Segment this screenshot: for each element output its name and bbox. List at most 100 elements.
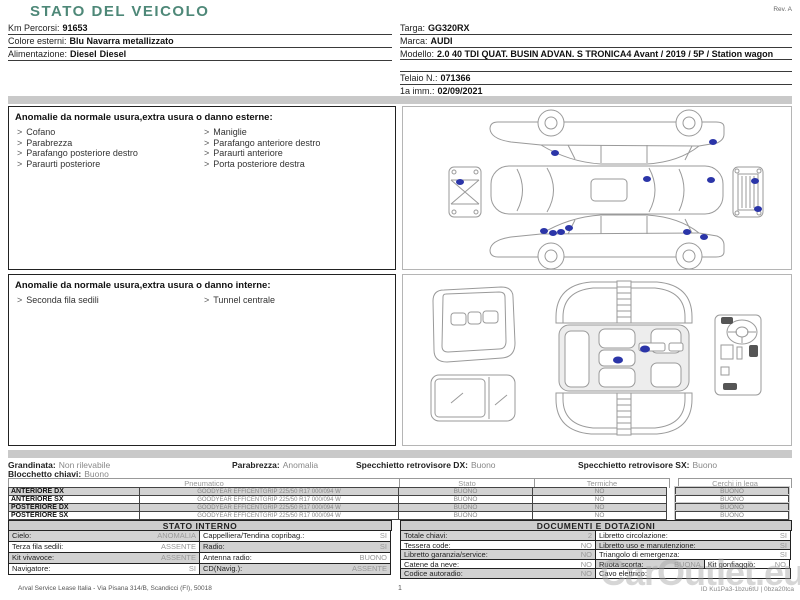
summary-label: Specchietto retrovisore SX: — [578, 460, 690, 470]
anomaly-label: Parafango posteriore destro — [26, 148, 138, 158]
tire-stato: BUONO — [398, 511, 533, 520]
damage-markers-exterior — [456, 139, 762, 240]
row-label: Catene da neve: — [404, 559, 460, 569]
list-marker: > — [17, 148, 23, 158]
footer-company-address: Arval Service Lease Italia - Via Pisana … — [18, 585, 212, 592]
row-label: Cavo elettrico: — [599, 569, 647, 578]
tires-table-header: Pneumatico Stato Termiche Cerchi in lega — [8, 478, 792, 488]
field-colore-esterni: Colore esterni: Blu Navarra metallizzato — [8, 35, 392, 48]
summary-value: Buono — [470, 460, 496, 470]
row-label: Totale chiavi: — [404, 531, 448, 540]
row-label: Radio: — [203, 542, 225, 551]
external-anomalies-title: Anomalie da normale usura,extra usura o … — [15, 112, 273, 123]
damage-marker — [754, 206, 762, 212]
anomaly-label: Cofano — [26, 127, 56, 137]
list-marker: > — [204, 127, 210, 137]
summary-value: Buono — [692, 460, 718, 470]
rear-window-view — [430, 374, 516, 422]
row-value: ASSENTE — [351, 564, 387, 573]
summary-label: Grandinata: — [8, 460, 56, 470]
anomaly-item: > Tunnel centrale — [202, 295, 389, 306]
list-marker: > — [204, 295, 210, 305]
damage-marker — [456, 179, 464, 185]
vehicle-info-left: Km Percorsi: 91653 Colore esterni: Blu Nav… — [8, 22, 392, 61]
column-header-pneumatico: Pneumatico — [8, 478, 400, 488]
field-value: GG320RX — [428, 23, 470, 33]
row-value: ANOMALIA — [157, 531, 196, 540]
row-value: SI — [379, 531, 387, 540]
field-label: Modello: — [400, 49, 435, 59]
damage-marker — [565, 225, 573, 231]
footer-page-number: 1 — [398, 585, 402, 592]
row-label: Kit gonfiaggio: — [707, 559, 756, 569]
row-label: Libretto circolazione: — [599, 531, 668, 540]
anomaly-item: > Parafango anteriore destro — [202, 138, 389, 149]
row-label: Libretto garanzia/service: — [404, 550, 488, 559]
anomaly-item: > Paraurti anteriore — [202, 148, 389, 159]
damage-marker — [643, 176, 651, 182]
anomaly-label: Tunnel centrale — [213, 295, 275, 305]
summary-label: Parabrezza: — [232, 460, 280, 470]
row-value: NO — [580, 540, 592, 550]
summary-value: Anomalia — [282, 460, 319, 470]
field-label: Marca: — [400, 36, 428, 46]
interior-damage-diagram — [402, 274, 792, 446]
row-label: Libretto uso e manutenzione: — [599, 540, 696, 550]
list-marker: > — [17, 127, 23, 137]
damage-marker — [683, 229, 691, 235]
anomaly-label: Paraurti posteriore — [26, 158, 101, 169]
exterior-car-diagram-svg — [448, 109, 764, 269]
field-km-percorsi: Km Percorsi: 91653 — [8, 22, 392, 35]
damage-marker — [549, 230, 557, 236]
list-marker: > — [204, 137, 210, 148]
summary-parabrezza: Parabrezza: Anomalia — [232, 461, 318, 470]
tire-termiche: NO — [532, 511, 667, 520]
damage-marker — [640, 345, 650, 353]
page-title: STATO DEL VEICOLO — [30, 3, 210, 20]
field-value: Blu Navarra metallizzato — [69, 36, 174, 46]
field-label: Colore esterni: — [8, 36, 67, 46]
row-label: Ruota scorta: — [599, 559, 644, 569]
field-value: AUDI — [430, 36, 453, 46]
anomaly-item: > Maniglie — [202, 127, 389, 138]
summary-specchietto-dx: Specchietto retrovisore DX: Buono — [356, 461, 496, 470]
list-marker: > — [204, 158, 210, 169]
car-side-view-left — [489, 214, 725, 269]
row-value: 2 — [587, 531, 592, 540]
documents-table: DOCUMENTI E DOTAZIONI Totale chiavi: 2 Li… — [400, 520, 792, 579]
row-value: NO — [580, 559, 592, 569]
anomaly-item: > Parafango posteriore destro — [15, 148, 202, 159]
list-marker: > — [17, 295, 23, 305]
row-label: Codice autoradio: — [404, 569, 463, 578]
row-label: CD(Navig.): — [203, 564, 243, 573]
field-modello: Modello: 2.0 40 TDI QUAT. BUSIN ADVAN. S … — [400, 48, 792, 72]
row-value: NO — [580, 550, 592, 559]
field-label: Telaio N.: — [400, 73, 438, 83]
damage-marker — [540, 228, 548, 234]
row-value: SI — [779, 540, 787, 550]
tire-row-posteriore-sx: POSTERIORE SX GOODYEAR EFFICENTGRIP 225/… — [8, 510, 792, 521]
field-value-secondary: Diesel — [99, 49, 127, 59]
field-label: Alimentazione: — [8, 49, 68, 59]
tires-table: Pneumatico Stato Termiche Cerchi in lega… — [8, 478, 792, 521]
anomaly-item: > Cofano — [15, 127, 202, 138]
damage-marker — [751, 178, 759, 184]
table-row: Codice autoradio: NO Cavo elettrico: — [400, 568, 792, 579]
damage-marker — [557, 229, 565, 235]
row-value: SI — [379, 542, 387, 551]
anomaly-item: > Seconda fila sedili — [15, 295, 202, 306]
anomaly-item: > Porta posteriore destra — [202, 159, 389, 170]
anomaly-label: Maniglie — [213, 127, 247, 137]
internal-anomalies-box: Anomalie da normale usura,extra usura o … — [8, 274, 396, 446]
field-label: Targa: — [400, 23, 426, 33]
row-value: BUONO — [359, 553, 387, 562]
anomaly-label: Parabrezza — [26, 137, 73, 148]
anomaly-item: > Paraurti posteriore — [15, 159, 202, 170]
row-label: Cielo: — [12, 531, 32, 540]
anomaly-item: > Parabrezza — [15, 138, 202, 149]
anomaly-label: Seconda fila sedili — [26, 295, 99, 305]
summary-label: Specchietto retrovisore DX: — [356, 460, 468, 470]
separator-band — [8, 96, 792, 104]
damage-marker — [709, 139, 717, 145]
tire-cerchi: BUONO — [674, 510, 790, 521]
